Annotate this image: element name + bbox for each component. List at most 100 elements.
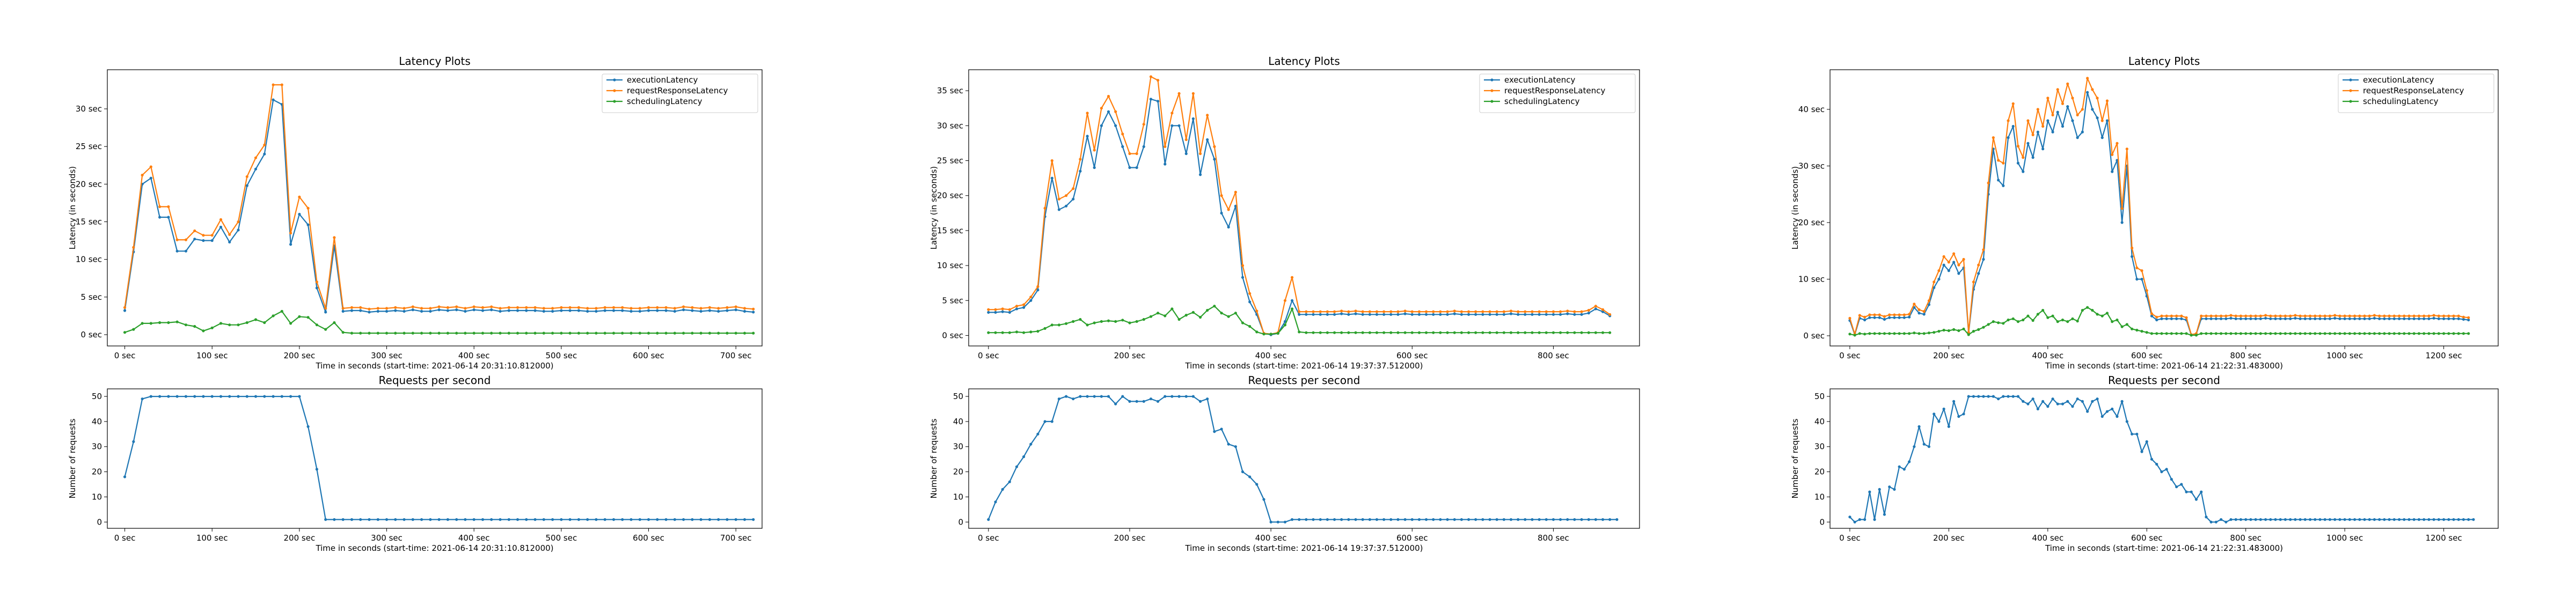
- data-point: [1170, 124, 1174, 127]
- data-point: [359, 331, 362, 335]
- data-point: [1608, 331, 1612, 334]
- data-point: [2407, 314, 2411, 318]
- data-point: [2294, 316, 2297, 320]
- data-point: [472, 518, 475, 521]
- data-point: [2011, 395, 2015, 398]
- data-point: [734, 331, 737, 335]
- data-point: [2447, 518, 2450, 521]
- data-point: [2081, 108, 2084, 111]
- data-point: [2284, 332, 2287, 335]
- data-point: [2407, 518, 2411, 521]
- data-point: [2244, 314, 2248, 318]
- data-point: [1361, 313, 1364, 316]
- data-point: [2026, 314, 2030, 318]
- data-point: [2383, 314, 2386, 318]
- data-point: [1319, 518, 1322, 521]
- data-point: [2269, 332, 2272, 335]
- data-point: [1580, 310, 1583, 313]
- data-point: [1255, 483, 1258, 486]
- data-point: [2234, 332, 2237, 335]
- x-axis-label: Time in seconds (start-time: 2021-06-14 …: [1184, 543, 1423, 553]
- data-point: [1163, 145, 1167, 148]
- data-point: [1001, 307, 1004, 311]
- data-point: [1863, 518, 1867, 521]
- data-point: [1502, 310, 1505, 313]
- x-tick-label: 1000 sec: [2326, 351, 2363, 360]
- data-point: [1072, 187, 1075, 190]
- data-point: [994, 331, 997, 334]
- y-tick-label: 30 sec: [1798, 161, 1825, 171]
- data-point: [306, 425, 310, 428]
- data-point: [2309, 518, 2312, 521]
- data-point: [2343, 518, 2346, 521]
- data-point: [2398, 317, 2401, 320]
- data-point: [1305, 313, 1308, 316]
- data-point: [1107, 395, 1110, 398]
- data-point: [1439, 518, 1442, 521]
- data-point: [2002, 395, 2005, 398]
- data-point: [1937, 420, 1941, 423]
- data-point: [263, 321, 266, 324]
- data-point: [1587, 308, 1590, 312]
- data-point: [1065, 395, 1068, 398]
- data-point: [2002, 184, 2005, 187]
- data-point: [2155, 315, 2158, 319]
- data-point: [1432, 518, 1435, 521]
- legend-label: schedulingLatency: [2363, 97, 2439, 106]
- data-point: [254, 167, 258, 171]
- data-point: [1050, 323, 1053, 327]
- y-axis-label: Number of requests: [929, 418, 939, 498]
- data-point: [499, 309, 502, 313]
- data-point: [1241, 264, 1245, 267]
- data-point: [1213, 145, 1216, 148]
- data-point: [1927, 331, 1930, 335]
- data-point: [210, 326, 214, 329]
- data-point: [1460, 331, 1463, 334]
- data-point: [2309, 317, 2312, 320]
- data-point: [1453, 312, 1456, 315]
- data-point: [1291, 518, 1294, 521]
- data-point: [560, 306, 563, 309]
- data-point: [1015, 305, 1019, 308]
- x-tick-label: 0 sec: [978, 351, 999, 360]
- data-point: [2036, 130, 2039, 134]
- data-point: [193, 229, 196, 232]
- data-point: [1942, 263, 1945, 267]
- data-point: [2116, 318, 2119, 322]
- data-point: [1893, 316, 1896, 319]
- data-point: [1008, 331, 1011, 334]
- data-point: [1481, 313, 1484, 316]
- data-point: [1142, 145, 1145, 148]
- data-point: [1922, 310, 1926, 313]
- data-point: [1163, 314, 1167, 318]
- x-tick-label: 0 sec: [114, 351, 136, 360]
- data-point: [2096, 116, 2099, 120]
- data-point: [612, 309, 616, 312]
- x-tick-label: 0 sec: [1839, 351, 1861, 360]
- legend-box: [602, 73, 758, 113]
- data-point: [1545, 331, 1548, 334]
- data-point: [1908, 332, 1911, 335]
- series-line: [988, 76, 1611, 335]
- data-point: [481, 309, 485, 312]
- data-point: [2145, 440, 2148, 444]
- data-point: [1580, 313, 1583, 316]
- data-point: [2279, 317, 2282, 320]
- data-point: [2170, 314, 2173, 318]
- data-point: [1893, 313, 1896, 316]
- data-point: [2412, 332, 2416, 335]
- data-point: [1417, 310, 1421, 313]
- data-point: [1853, 334, 1856, 337]
- data-point: [1947, 269, 1950, 272]
- data-point: [2333, 314, 2337, 317]
- data-point: [1368, 310, 1371, 313]
- data-point: [2437, 332, 2440, 335]
- data-point: [341, 309, 345, 313]
- data-point: [141, 173, 144, 177]
- data-point: [743, 309, 747, 313]
- data-point: [1992, 395, 1995, 398]
- data-point: [2447, 332, 2450, 335]
- data-point: [1863, 333, 1867, 336]
- data-point: [2022, 318, 2025, 322]
- x-tick-label: 200 sec: [1114, 351, 1146, 360]
